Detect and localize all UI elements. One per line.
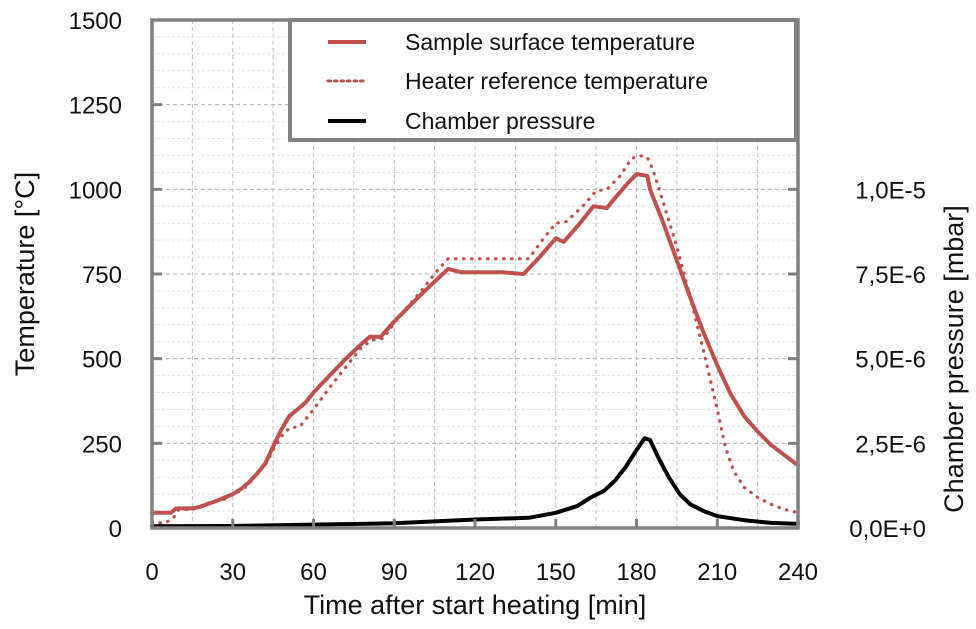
x-axis-title: Time after start heating [min] [304, 590, 647, 620]
y2-tick-label: 7,5E-6 [855, 262, 926, 289]
x-tick-label: 210 [697, 559, 737, 586]
x-tick-label: 90 [381, 559, 408, 586]
series-layer [150, 153, 800, 529]
y2-tick-label: 5,0E-6 [855, 347, 926, 374]
y2-axis-title: Chamber pressure [mbar] [939, 205, 969, 513]
y-tick-label: 0 [109, 516, 122, 543]
y-tick-label: 750 [82, 262, 122, 289]
x-tick-label: 120 [455, 559, 495, 586]
x-tick-label: 0 [145, 559, 158, 586]
series-line-chamber-pressure [150, 436, 800, 529]
y-axis-title: Temperature [°C] [10, 172, 40, 376]
legend-label-sample-surface: Sample surface temperature [405, 29, 695, 55]
y2-tick-label: 0,0E+0 [849, 516, 926, 543]
legend-label-chamber-pressure: Chamber pressure [405, 108, 595, 134]
x-tick-label: 180 [616, 559, 656, 586]
y-tick-label: 250 [82, 431, 122, 458]
y-tick-label: 1000 [69, 177, 122, 204]
x-tick-label: 150 [536, 559, 576, 586]
legend: Sample surface temperature Heater refere… [288, 18, 798, 142]
y2-tick-label: 1,0E-5 [855, 177, 926, 204]
y-tick-label: 1500 [69, 8, 122, 35]
y-tick-label: 500 [82, 347, 122, 374]
legend-label-heater-reference: Heater reference temperature [405, 68, 708, 94]
series-line-sample-surface-temperature [150, 172, 800, 515]
tick-labels: 0 30 60 90 120 150 180 210 240 0 250 500 750 1000 1250… [69, 8, 926, 586]
y-tick-label: 1250 [69, 93, 122, 120]
x-tick-label: 60 [300, 559, 327, 586]
legend-box [288, 18, 798, 142]
y2-tick-label: 2,5E-6 [855, 431, 926, 458]
x-tick-label: 240 [778, 559, 818, 586]
x-tick-label: 30 [219, 559, 246, 586]
